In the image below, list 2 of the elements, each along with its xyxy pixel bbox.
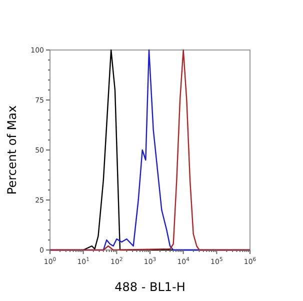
- y-axis-title: Percent of Max: [5, 105, 19, 195]
- x-axis-title: 488 - BL1-H: [114, 280, 186, 294]
